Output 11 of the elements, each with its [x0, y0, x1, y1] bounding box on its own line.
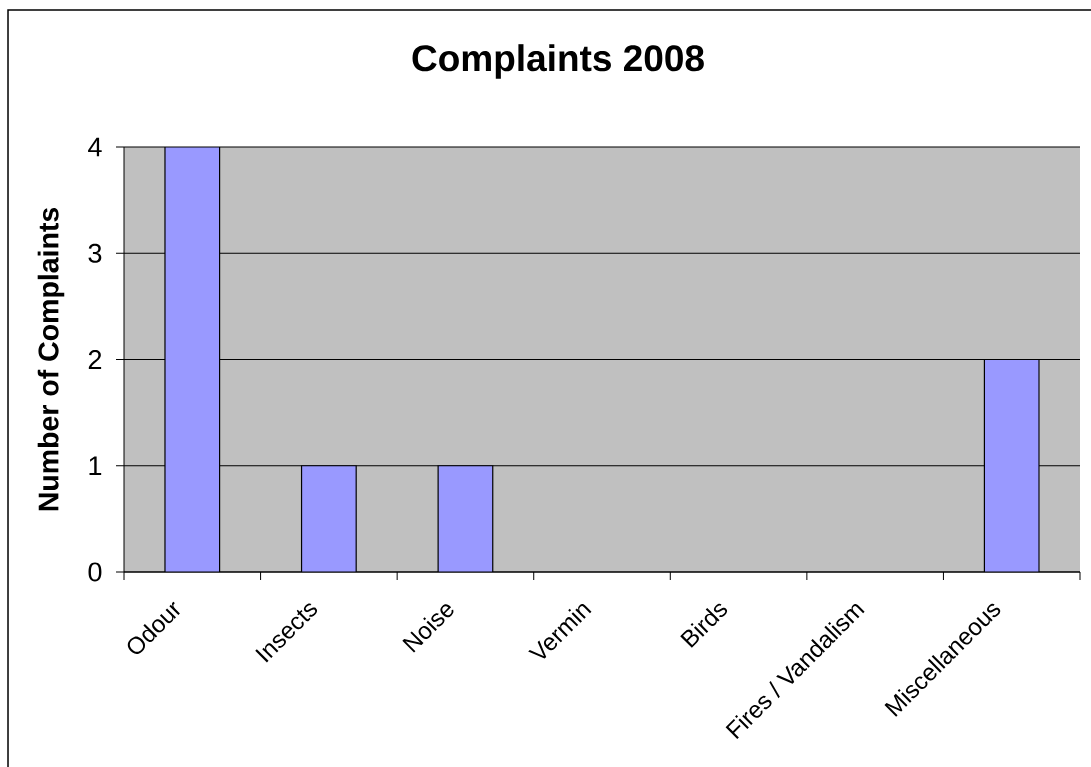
y-tick-label: 3 [88, 243, 102, 263]
y-tick-label: 0 [88, 562, 102, 582]
y-tick-label: 1 [89, 456, 102, 476]
bar [437, 465, 494, 572]
bar [300, 465, 357, 572]
y-axis-title: Number of Complaints [37, 207, 65, 511]
chart-title: Complaints 2008 [412, 44, 704, 79]
y-tick-label: 2 [88, 350, 102, 369]
y-tick-label: 4 [88, 137, 102, 157]
bar [983, 358, 1040, 572]
bar [164, 146, 221, 572]
